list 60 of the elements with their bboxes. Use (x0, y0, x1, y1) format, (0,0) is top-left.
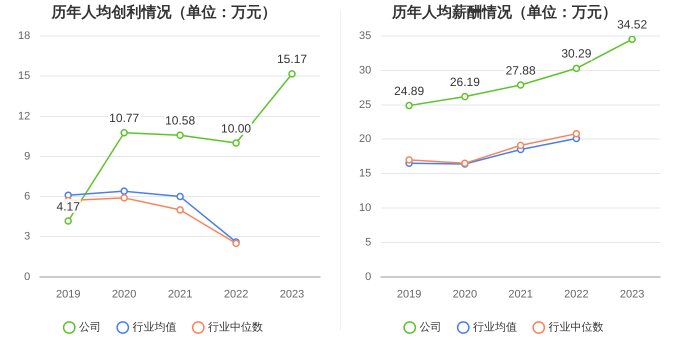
point (176, 206, 184, 214)
chart-title: 历年人均薪酬情况（单位：万元） (391, 4, 617, 22)
point (232, 139, 240, 147)
point (120, 194, 128, 202)
y-tick-label: 18 (18, 30, 30, 42)
legend-label: 行业均值 (472, 320, 517, 334)
point (405, 156, 413, 164)
point (64, 217, 72, 225)
point (516, 142, 524, 150)
data-label: 26.19 (450, 74, 480, 89)
data-label: 10.58 (165, 114, 196, 128)
x-tick-label: 2020 (112, 288, 136, 300)
data-label: 27.88 (506, 63, 536, 78)
point (628, 36, 636, 44)
legend-label: 行业均值 (132, 320, 176, 334)
x-tick-label: 2019 (396, 288, 422, 300)
y-tick-label: 6 (24, 190, 30, 203)
data-label: 30.29 (561, 46, 592, 61)
point (120, 187, 128, 195)
point (288, 70, 296, 78)
x-tick-label: 2022 (224, 288, 248, 300)
data-label: 15.17 (277, 52, 308, 66)
x-tick-label: 2023 (620, 288, 644, 300)
x-tick-label: 2021 (508, 288, 533, 300)
y-tick-label: 15 (358, 168, 372, 180)
x-tick-label: 2022 (564, 288, 589, 300)
point (176, 132, 184, 140)
chart-title: 历年人均创利情况（单位：万元） (50, 4, 276, 22)
x-tick-label: 2019 (56, 288, 80, 300)
y-tick-label: 12 (18, 110, 30, 122)
data-label: 10.00 (221, 121, 252, 136)
y-tick-label: 15 (18, 70, 30, 82)
data-label: 10.77 (109, 111, 140, 126)
legend-label: 行业中位数 (208, 320, 263, 334)
legend-label: 公司 (419, 322, 442, 334)
y-tick-label: 3 (24, 230, 30, 243)
legend-label: 公司 (78, 322, 101, 334)
data-label: 4.17 (56, 199, 80, 214)
y-tick-label: 10 (358, 202, 372, 214)
point (572, 64, 580, 72)
point (516, 81, 524, 89)
y-tick-label: 20 (358, 133, 372, 146)
x-tick-label: 2020 (452, 288, 478, 300)
legend-label: 行业中位数 (548, 320, 604, 334)
point (461, 92, 469, 100)
data-label: 34.52 (617, 18, 648, 32)
y-tick-label: 0 (24, 270, 30, 283)
y-tick-label: 5 (365, 236, 372, 248)
point (120, 128, 128, 136)
y-tick-label: 30 (358, 64, 372, 76)
point (572, 130, 580, 138)
y-tick-label: 0 (365, 270, 372, 283)
x-tick-label: 2023 (280, 288, 304, 300)
y-tick-label: 9 (24, 150, 30, 162)
point (405, 102, 413, 110)
data-label: 24.89 (394, 84, 424, 98)
y-tick-label: 35 (358, 30, 372, 42)
point (176, 192, 184, 200)
x-tick-label: 2021 (168, 288, 192, 300)
y-tick-label: 25 (358, 98, 372, 111)
